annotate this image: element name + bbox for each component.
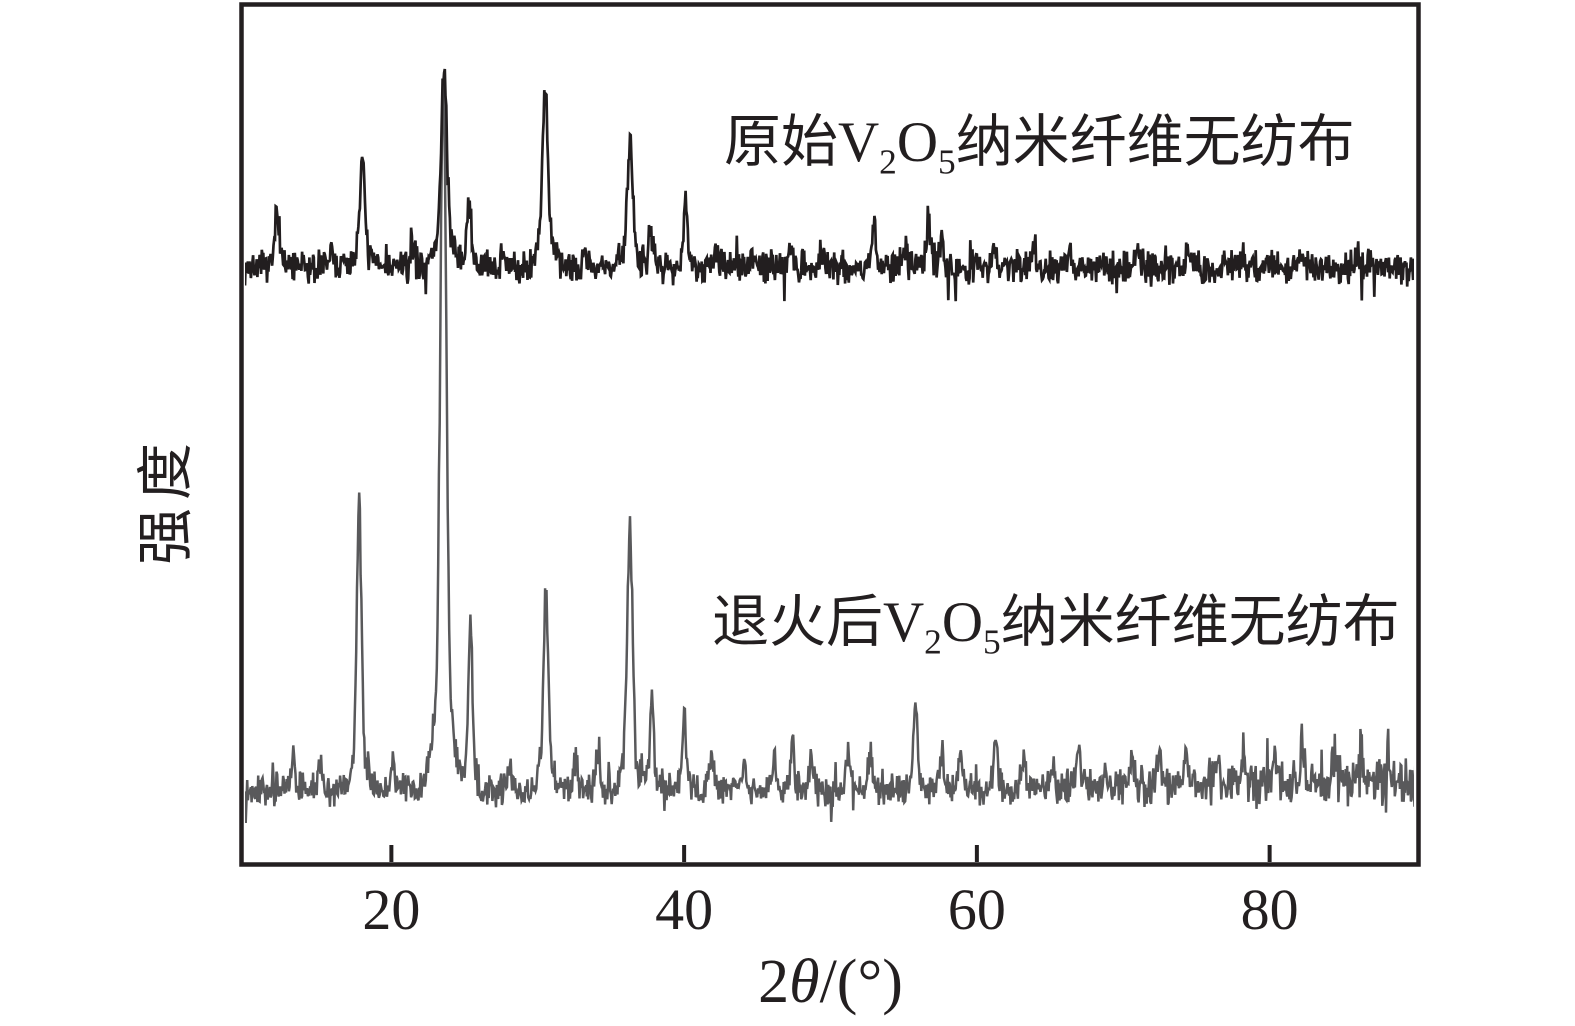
x-axis-title: 2θ/(°) <box>758 948 903 1016</box>
x-axis-ticks <box>389 845 1272 862</box>
trace-annealed <box>245 79 1414 824</box>
series-label-annealed: 退火后V2O5纳米纤维无纺布 <box>712 591 1400 662</box>
plot-frame <box>239 2 1421 867</box>
series-label-pristine: 原始V2O5纳米纤维无纺布 <box>724 111 1355 182</box>
y-axis-title: 强度 <box>135 435 198 565</box>
x-tick-label: 60 <box>947 877 1006 942</box>
x-tick-label: 20 <box>362 877 421 942</box>
trace-pristine <box>245 68 1414 302</box>
trace-group <box>245 68 1414 824</box>
x-tick-label: 40 <box>655 877 714 942</box>
x-tick-label: 80 <box>1240 877 1299 942</box>
